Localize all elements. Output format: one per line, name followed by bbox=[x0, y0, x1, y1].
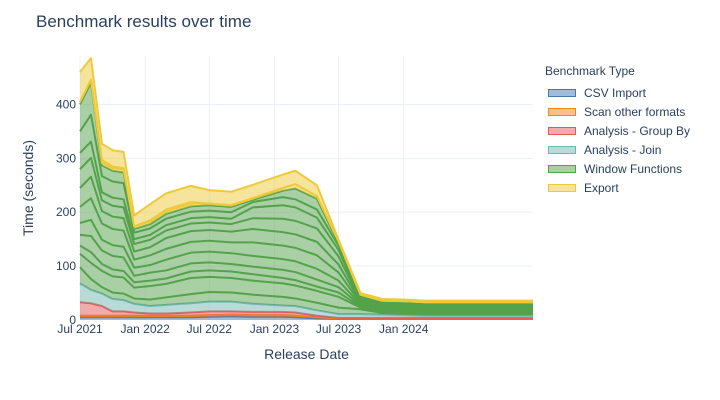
legend-item-analysis-group-by[interactable]: Analysis - Group By bbox=[545, 121, 690, 140]
x-axis-title: Release Date bbox=[264, 346, 349, 362]
area-window-functions-6 bbox=[80, 176, 533, 310]
legend-item-export[interactable]: Export bbox=[545, 178, 690, 197]
legend-swatch bbox=[548, 88, 576, 97]
area-window-functions-5 bbox=[80, 198, 533, 311]
legend-swatch bbox=[548, 183, 576, 192]
chart-title: Benchmark results over time bbox=[36, 12, 252, 31]
area-window-functions-8 bbox=[80, 141, 533, 308]
area-window-functions-7 bbox=[80, 157, 533, 309]
line-export-2 bbox=[79, 57, 533, 302]
legend-label: Analysis - Group By bbox=[584, 123, 691, 138]
legend-item-window-functions[interactable]: Window Functions bbox=[545, 159, 690, 178]
area-window-functions-2 bbox=[80, 245, 533, 313]
legend-label: Analysis - Join bbox=[584, 142, 662, 157]
area-export-2 bbox=[80, 58, 533, 303]
legend-swatch bbox=[548, 145, 576, 154]
x-tick-label: Jan 2024 bbox=[379, 322, 429, 336]
legend-item-csv-import[interactable]: CSV Import bbox=[545, 83, 690, 102]
legend-label: Export bbox=[584, 180, 619, 195]
y-tick-label: 400 bbox=[56, 97, 76, 111]
y-tick-label: 100 bbox=[56, 259, 76, 273]
y-tick-label: 200 bbox=[56, 205, 76, 219]
legend-swatch bbox=[548, 164, 576, 173]
legend-item-analysis-join[interactable]: Analysis - Join bbox=[545, 140, 690, 159]
y-tick-label: 300 bbox=[56, 151, 76, 165]
legend[interactable]: Benchmark Type CSV Import Scan other for… bbox=[545, 64, 690, 197]
area-window-functions-1 bbox=[80, 253, 533, 315]
y-axis-title: Time (seconds) bbox=[20, 140, 36, 236]
area-window-functions-3 bbox=[80, 234, 533, 313]
area-analysis-group-by-0 bbox=[80, 302, 533, 319]
legend-item-scan-other-formats[interactable]: Scan other formats bbox=[545, 102, 690, 121]
x-tick-label: Jul 2021 bbox=[57, 322, 103, 336]
legend-label: Scan other formats bbox=[584, 104, 686, 119]
y-tick-label: 0 bbox=[69, 313, 76, 327]
legend-label: Window Functions bbox=[584, 161, 683, 176]
legend-title: Benchmark Type bbox=[545, 64, 635, 78]
area-window-functions-0 bbox=[80, 267, 533, 316]
x-tick-label: Jan 2023 bbox=[250, 322, 300, 336]
area-analysis-join-0 bbox=[80, 283, 533, 318]
x-tick-label: Jan 2022 bbox=[120, 322, 170, 336]
x-tick-label: Jul 2023 bbox=[316, 322, 362, 336]
legend-swatch bbox=[548, 107, 576, 116]
x-tick-label: Jul 2022 bbox=[187, 322, 233, 336]
legend-swatch bbox=[548, 126, 576, 135]
area-window-functions-9 bbox=[80, 114, 533, 306]
legend-label: CSV Import bbox=[584, 85, 647, 100]
